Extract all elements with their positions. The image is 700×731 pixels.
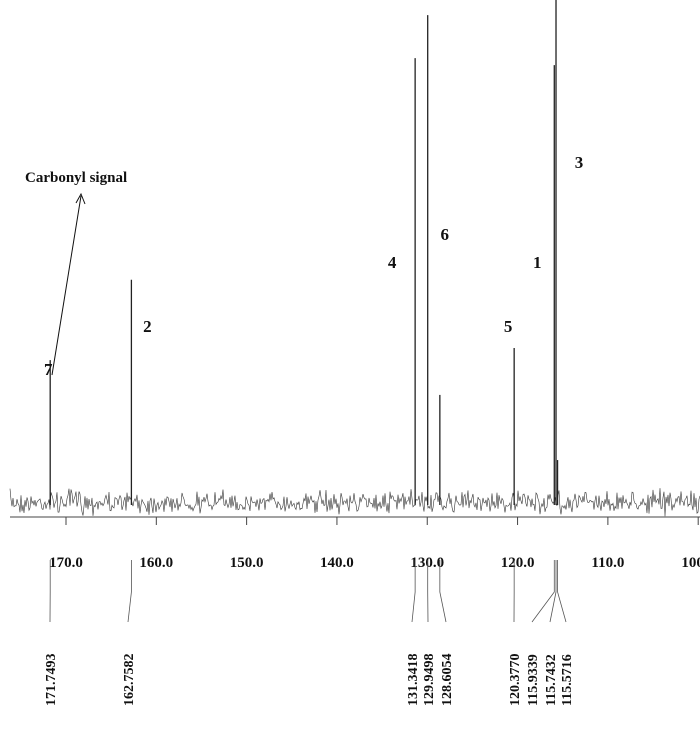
noise xyxy=(9,488,700,517)
x-tick-label: 100.0 xyxy=(681,555,700,571)
peak-number: 2 xyxy=(143,317,152,336)
peak-label: 162.7582 xyxy=(122,654,137,707)
label-pointer xyxy=(411,560,416,623)
label-pointer xyxy=(557,560,567,623)
x-tick-label: 160.0 xyxy=(139,555,173,571)
peak-number: 7 xyxy=(44,360,53,379)
peak-number: 1 xyxy=(533,253,542,272)
peak-number: 5 xyxy=(504,317,513,336)
x-tick-label: 140.0 xyxy=(320,555,354,571)
x-tick-label: 130.0 xyxy=(410,555,444,571)
annotation: Carbonyl signal xyxy=(25,170,127,186)
x-tick-label: 150.0 xyxy=(230,555,264,571)
peak-label: 115.9339 xyxy=(526,654,541,706)
peak-label: 115.7432 xyxy=(544,654,559,706)
label-pointer xyxy=(439,560,447,623)
peak-number: 3 xyxy=(575,153,584,172)
label-pointer xyxy=(127,560,132,623)
label-pointer xyxy=(549,560,557,623)
peak-label: 128.6054 xyxy=(440,654,455,707)
peak-label: 129.9498 xyxy=(422,654,437,707)
x-tick-label: 170.0 xyxy=(49,555,83,571)
x-tick-label: 110.0 xyxy=(591,555,624,571)
annotation-arrow xyxy=(51,195,82,376)
peak-label: 171.7493 xyxy=(44,654,59,707)
x-tick-label: 120.0 xyxy=(501,555,535,571)
peak-number: 6 xyxy=(440,225,449,244)
peak-number: 4 xyxy=(388,253,397,272)
peak-label: 131.3418 xyxy=(406,654,421,707)
peak-label: 115.5716 xyxy=(560,654,575,706)
label-pointer xyxy=(531,560,555,623)
peak-label: 120.3770 xyxy=(508,654,523,707)
arrow-head xyxy=(75,192,86,205)
